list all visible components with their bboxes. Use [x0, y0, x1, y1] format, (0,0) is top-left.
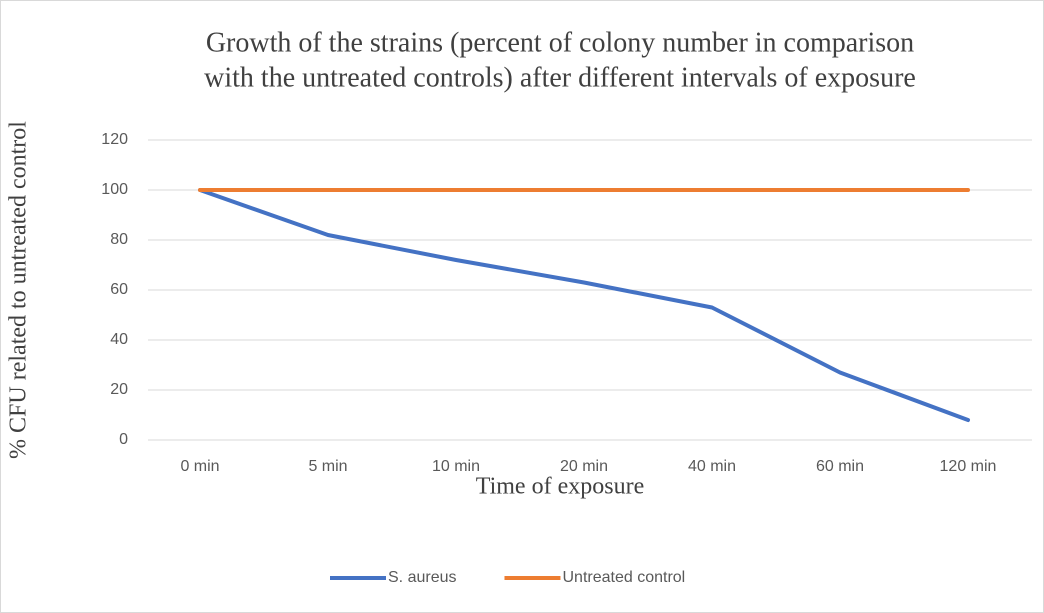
chart-title: with the untreated controls) after diffe…	[204, 62, 916, 93]
legend-label: Untreated control	[562, 569, 685, 586]
y-tick-label: 0	[119, 431, 128, 448]
x-tick-label: 40 min	[688, 458, 736, 475]
y-tick-label: 100	[101, 181, 128, 198]
x-tick-label: 120 min	[940, 458, 997, 475]
y-tick-label: 120	[101, 131, 128, 148]
y-tick-label: 60	[110, 281, 128, 298]
y-tick-label: 20	[110, 381, 128, 398]
x-tick-label: 5 min	[308, 458, 347, 475]
y-axis-title: % CFU related to untreated control	[6, 121, 32, 459]
series-line	[198, 188, 970, 422]
x-tick-label: 10 min	[432, 458, 480, 475]
x-tick-label: 60 min	[816, 458, 864, 475]
chart-title: Growth of the strains (percent of colony…	[206, 27, 914, 58]
y-tick-label: 80	[110, 231, 128, 248]
x-tick-label: 20 min	[560, 458, 608, 475]
x-tick-label: 0 min	[180, 458, 219, 475]
x-axis-title: Time of exposure	[476, 474, 644, 500]
legend-label: S. aureus	[388, 569, 456, 586]
y-tick-label: 40	[110, 331, 128, 348]
